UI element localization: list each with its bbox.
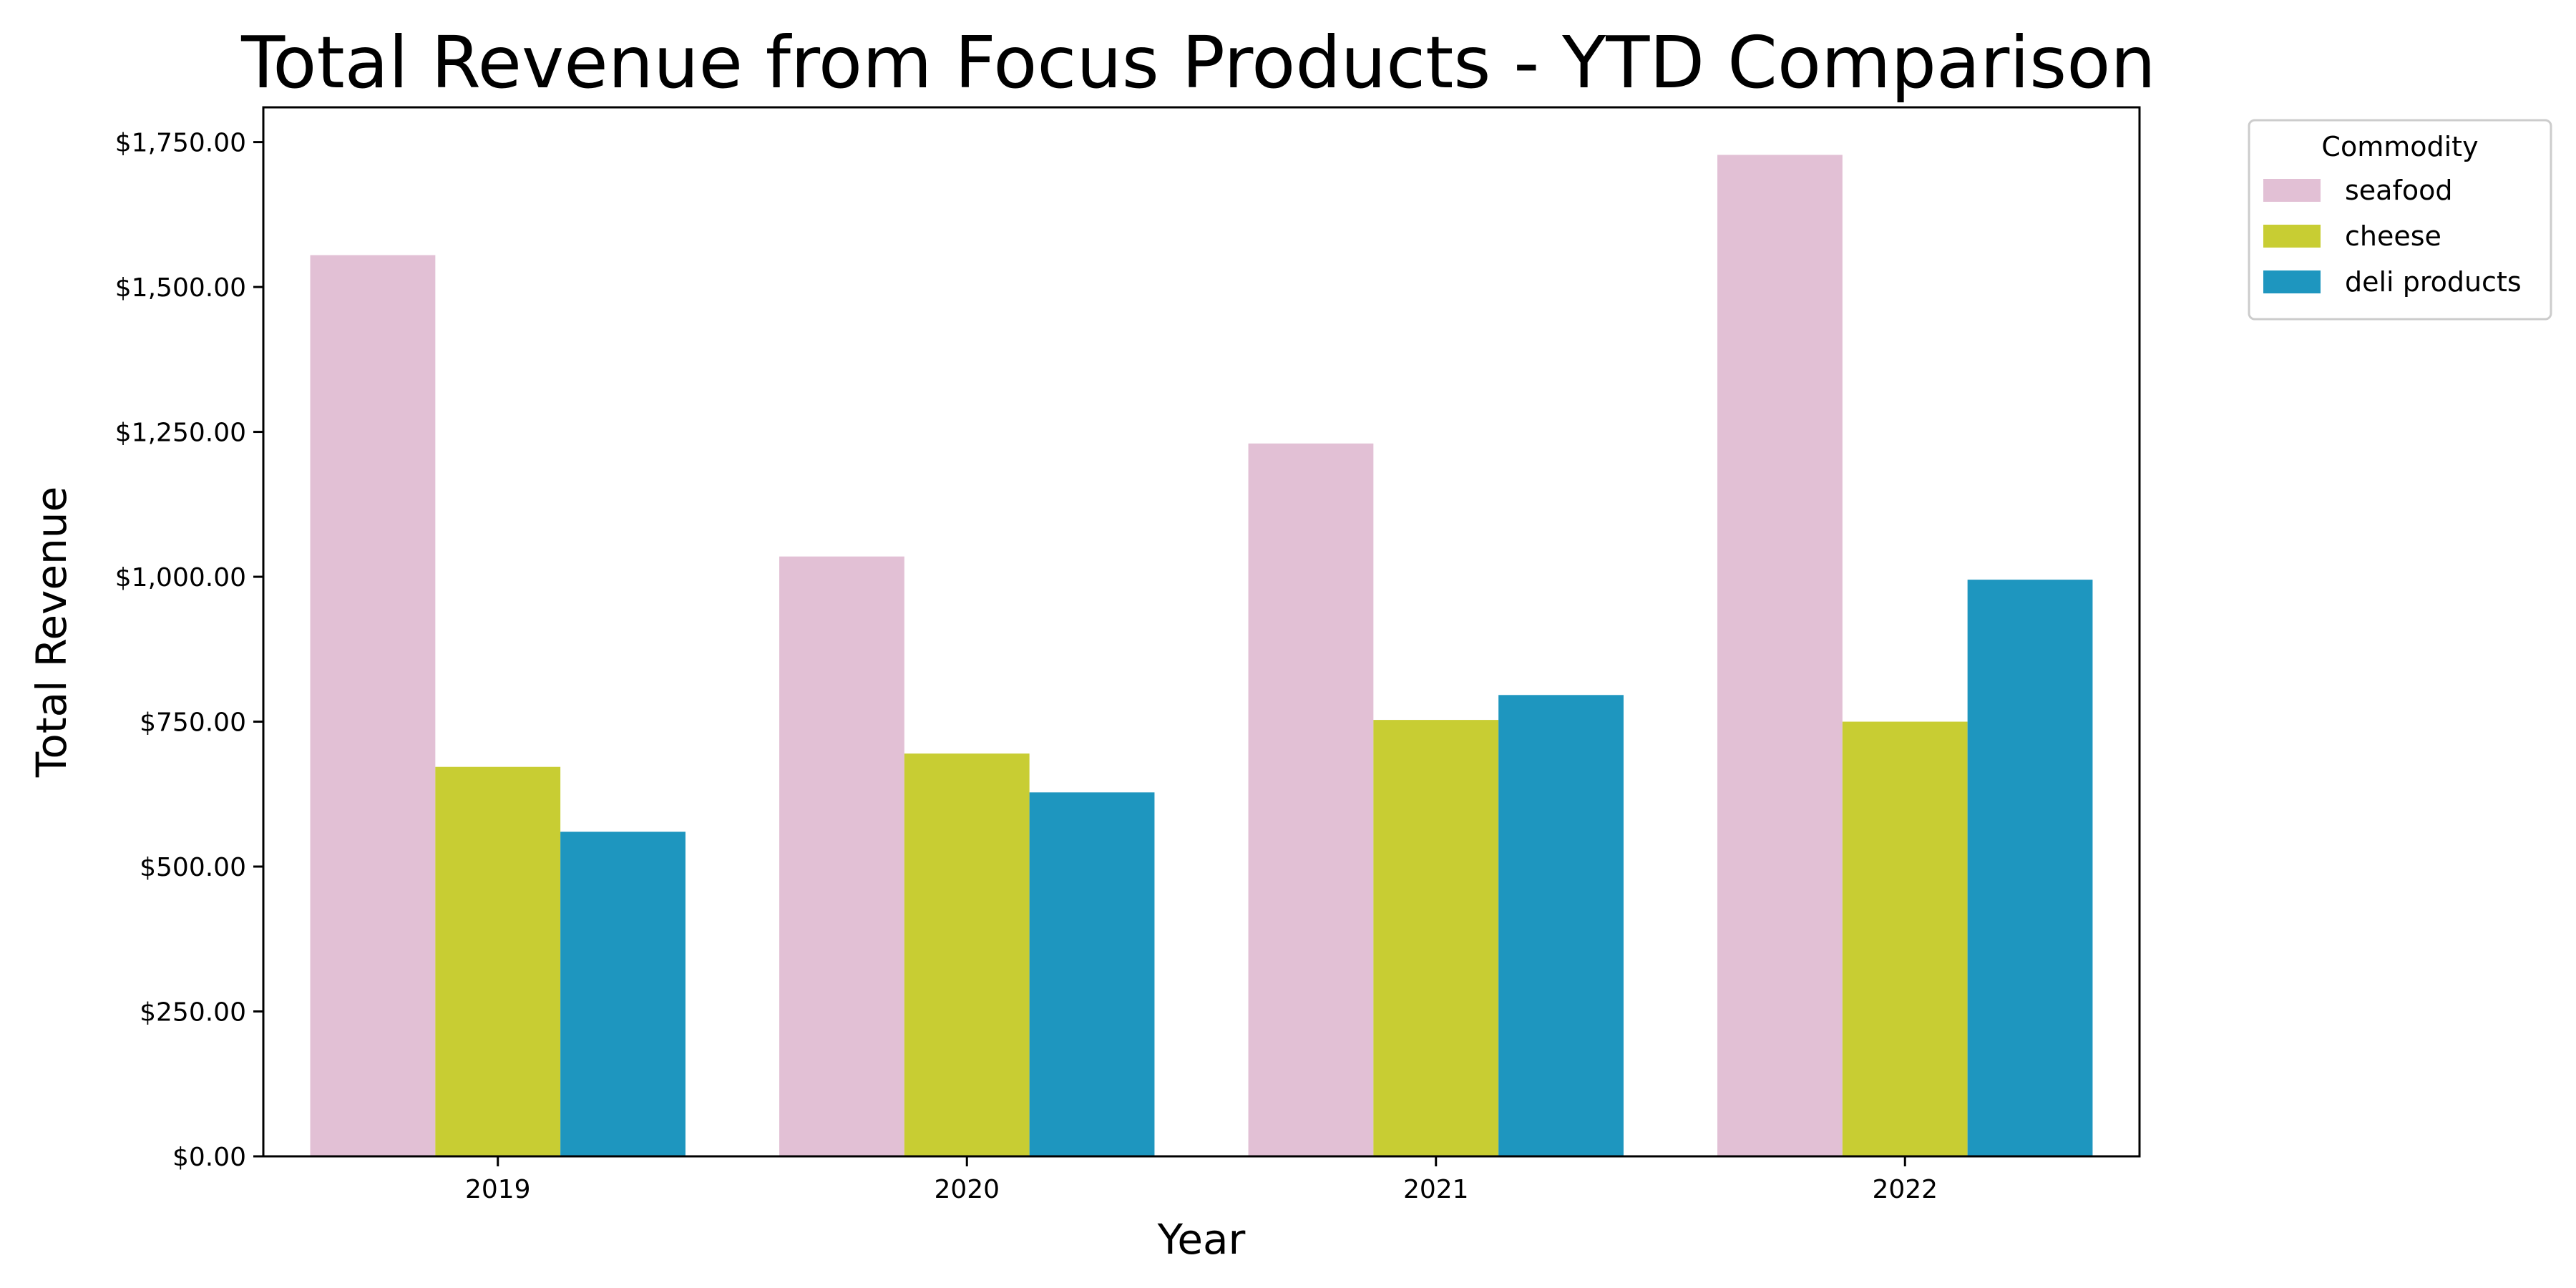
legend-title: Commodity [2321,131,2478,162]
bar-cheese-2022 [1842,721,1968,1156]
bar-seafood-2021 [1248,443,1374,1156]
plot-area-frame [262,106,2141,1158]
legend-swatch-seafood [2263,179,2321,202]
chart-title: Total Revenue from Focus Products - YTD … [240,21,2156,104]
y-tick-label: $1,000.00 [115,563,246,592]
bar-deli-products-2021 [1498,695,1624,1156]
y-tick-label: $1,500.00 [115,273,246,303]
bar-deli-products-2020 [1029,792,1155,1156]
bar-cheese-2019 [435,766,561,1156]
y-axis: $0.00 $250.00 $500.00 $750.00 $1,000.00 $1,25… [115,129,263,1172]
y-tick-label: $500.00 [140,853,246,882]
legend-box [2248,119,2552,321]
legend-label: seafood [2345,175,2452,206]
legend-label: deli products [2345,266,2522,298]
y-tick-label: $1,750.00 [115,129,246,158]
bar-cheese-2021 [1373,720,1499,1156]
y-tick-label: $0.00 [172,1143,246,1172]
bar-seafood-2019 [310,255,436,1157]
x-axis: 2019 2020 2021 2022 [465,1156,1938,1204]
y-axis-title: Total Revenue [27,487,76,778]
x-tick-label: 2019 [465,1175,531,1204]
bars-group [310,155,2093,1157]
legend: Commodity seafood cheese deli products [2248,119,2552,321]
bar-deli-products-2022 [1967,580,2093,1156]
x-tick-label: 2022 [1872,1175,1938,1204]
y-tick-label: $250.00 [140,998,246,1028]
bar-seafood-2022 [1717,155,1843,1156]
legend-swatch-deli-products [2263,270,2321,293]
x-tick-label: 2020 [934,1175,1000,1204]
legend-swatch-cheese [2263,225,2321,248]
bar-deli-products-2019 [560,831,686,1156]
x-tick-label: 2021 [1403,1175,1469,1204]
x-axis-title: Year [1157,1215,1246,1264]
bar-cheese-2020 [904,753,1030,1156]
y-tick-label: $750.00 [140,708,246,738]
y-tick-label: $1,250.00 [115,419,246,448]
legend-label: cheese [2345,220,2441,252]
bar-seafood-2020 [779,556,904,1156]
